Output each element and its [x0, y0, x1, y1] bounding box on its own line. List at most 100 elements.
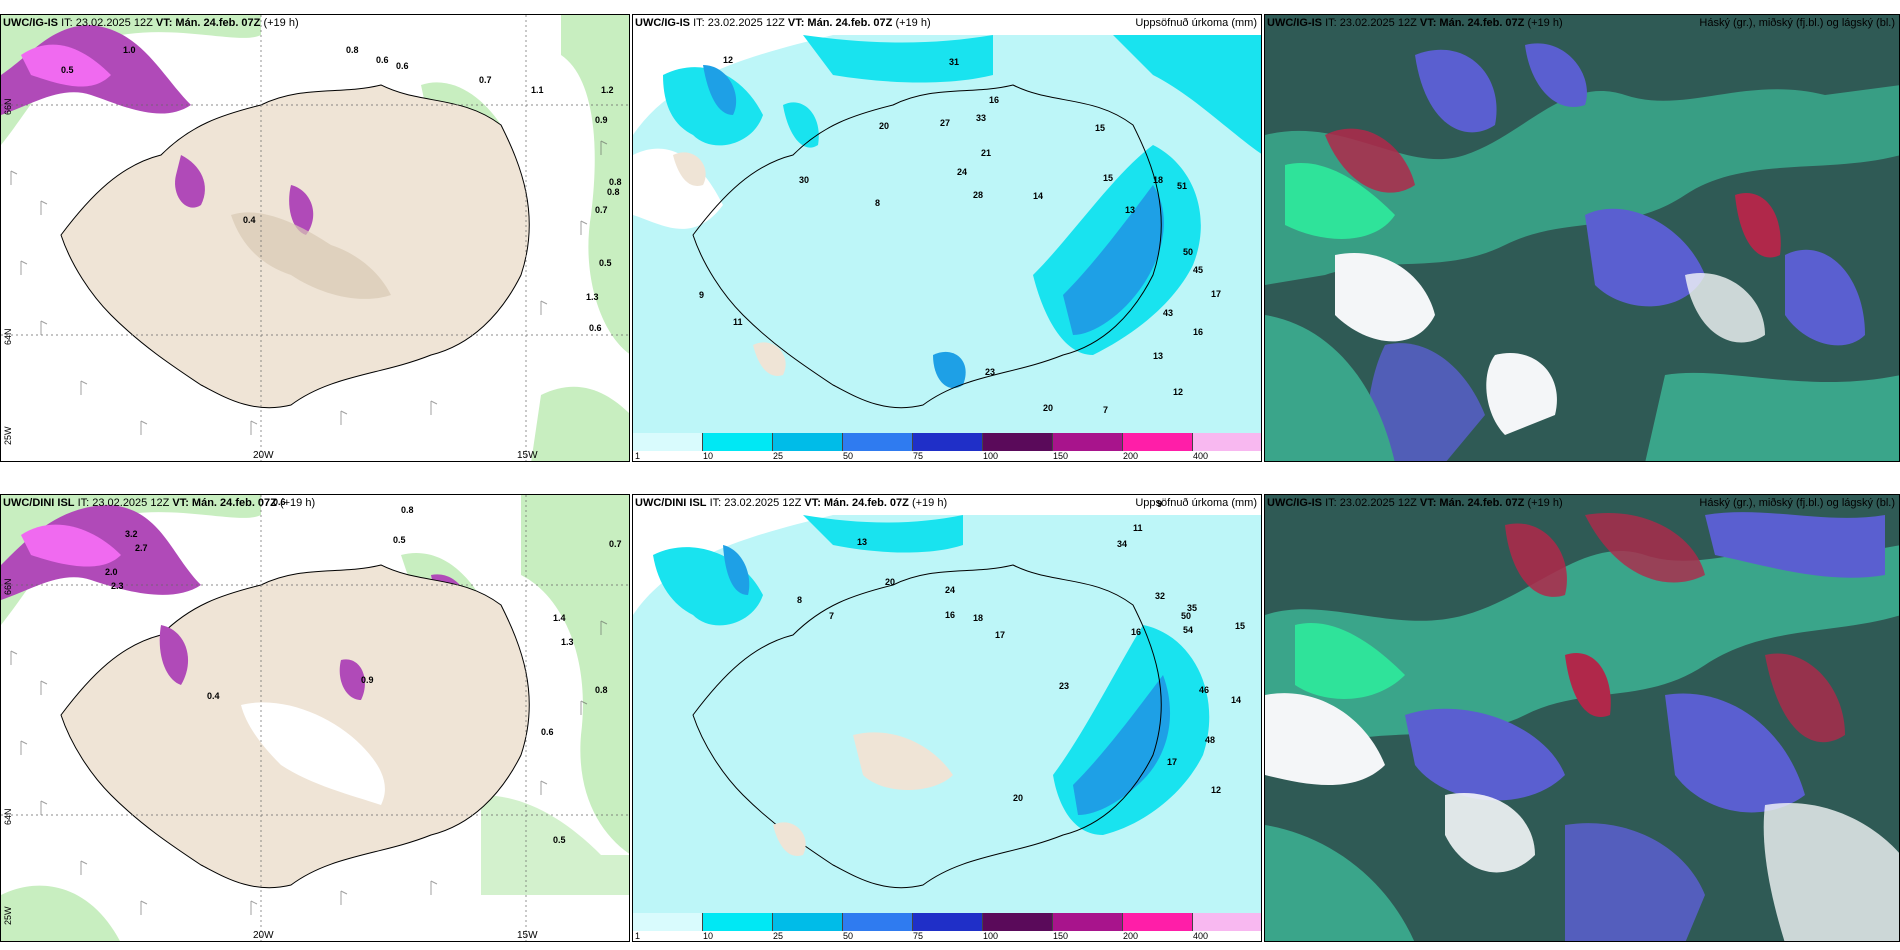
map-bottom-left	[1, 495, 629, 941]
init-time: IT: 23.02.2025 12Z	[709, 497, 802, 509]
lon-label-25w: 25W	[3, 426, 13, 445]
value-label: 16	[945, 610, 956, 620]
map-top-right	[1265, 15, 1899, 461]
panel-header: UWC/IG-IS IT: 23.02.2025 12Z VT: Mán. 24…	[1267, 17, 1563, 29]
init-time: IT: 23.02.2025 12Z	[693, 17, 785, 29]
model-name: UWC/IG-IS	[1267, 497, 1322, 509]
map-top-middle	[633, 15, 1261, 461]
value-label: 0.6	[396, 61, 409, 71]
value-label: 48	[1205, 735, 1216, 745]
lat-label-64n: 64N	[3, 808, 13, 825]
lead-time: (+19 h)	[1527, 17, 1563, 29]
value-label: 1.3	[561, 637, 574, 647]
legend-swatch	[633, 913, 703, 931]
legend-tick: 75	[913, 451, 924, 461]
value-label: 12	[723, 55, 734, 65]
map-bottom-right	[1265, 495, 1899, 941]
precip-legend: 1 10 25 50 75 100 150 200 400	[633, 433, 1261, 461]
field-title: Uppsöfnuð úrkoma (mm)	[1135, 497, 1257, 509]
legend-tick: 1	[635, 451, 641, 461]
lat-label-64n: 64N	[3, 328, 13, 345]
value-label: 0.6	[273, 497, 286, 507]
valid-time: VT: Mán. 24.feb. 07Z	[172, 497, 277, 509]
legend-swatch	[913, 913, 983, 931]
value-label: 23	[1059, 681, 1070, 691]
value-label: 12	[1211, 785, 1222, 795]
lon-label-20w: 20W	[253, 930, 274, 941]
value-label: 16	[1131, 627, 1142, 637]
legend-tick: 100	[983, 931, 999, 941]
value-label: 50	[1181, 611, 1192, 621]
panel-header: UWC/IG-IS IT: 23.02.2025 12Z VT: Mán. 24…	[3, 17, 299, 29]
panel-bottom-middle: UWC/DINI ISL IT: 23.02.2025 12Z VT: Mán.…	[632, 494, 1262, 942]
value-label: 0.6	[376, 55, 389, 65]
value-label: 15	[1235, 621, 1246, 631]
legend-swatch	[703, 913, 773, 931]
value-label: 16	[989, 95, 1000, 105]
value-label: 0.8	[607, 187, 620, 197]
value-label: 0.9	[361, 675, 374, 685]
value-label: 14	[1033, 191, 1044, 201]
value-label: 13	[1125, 205, 1136, 215]
legend-tick: 1	[635, 931, 641, 941]
value-label: 28	[973, 190, 984, 200]
value-label: 9	[1157, 499, 1163, 509]
value-label: 9	[699, 290, 705, 300]
value-label: 18	[973, 613, 984, 623]
legend-swatch	[703, 433, 773, 451]
lead-time: (+19 h)	[263, 17, 299, 29]
value-label: 27	[940, 118, 951, 128]
panel-top-middle: UWC/IG-IS IT: 23.02.2025 12Z VT: Mán. 24…	[632, 14, 1262, 462]
value-label: 0.9	[595, 115, 608, 125]
valid-time: VT: Mán. 24.feb. 07Z	[155, 17, 261, 29]
field-title: Háský (gr.), miðský (fj.bl.) og lágský (…	[1699, 497, 1895, 509]
legend-tick: 200	[1123, 931, 1139, 941]
value-label: 15	[1095, 123, 1106, 133]
value-label: 43	[1163, 308, 1174, 318]
value-label: 11	[1133, 523, 1143, 533]
map-bottom-middle	[633, 495, 1261, 941]
value-label: 0.8	[401, 505, 414, 515]
value-label: 11	[733, 317, 743, 327]
lead-time: (+19 h)	[279, 497, 316, 509]
value-label: 1.1	[531, 85, 544, 95]
legend-tick: 400	[1193, 451, 1209, 461]
value-label: 0.4	[243, 215, 256, 225]
value-label: 15	[1103, 173, 1114, 183]
legend-swatch	[773, 913, 843, 931]
legend-tick: 75	[913, 931, 924, 941]
init-time: IT: 23.02.2025 12Z	[61, 17, 153, 29]
value-label: 0.7	[479, 75, 492, 85]
legend-swatch	[1053, 433, 1123, 451]
legend-swatch	[1053, 913, 1123, 931]
legend-swatch	[1123, 433, 1193, 451]
panel-top-right: UWC/IG-IS IT: 23.02.2025 12Z VT: Mán. 24…	[1264, 14, 1900, 462]
model-name: UWC/DINI ISL	[3, 497, 75, 509]
legend-tick: 150	[1053, 451, 1069, 461]
value-label: 12	[1173, 387, 1184, 397]
value-label: 0.7	[609, 539, 622, 549]
value-label: 18	[1153, 175, 1164, 185]
value-label: 1.3	[586, 292, 599, 302]
value-label: 24	[945, 585, 956, 595]
value-label: 13	[1153, 351, 1164, 361]
value-label: 51	[1177, 181, 1188, 191]
legend-swatch	[773, 433, 843, 451]
value-label: 8	[875, 198, 881, 208]
value-label: 20	[1043, 403, 1054, 413]
value-label: 0.5	[393, 535, 406, 545]
value-label: 1.0	[123, 45, 136, 55]
value-label: 17	[995, 630, 1006, 640]
value-label: 7	[1103, 405, 1109, 415]
legend-tick: 25	[773, 451, 784, 461]
value-label: 54	[1183, 625, 1194, 635]
value-label: 33	[976, 113, 987, 123]
value-label: 8	[797, 595, 803, 605]
value-label: 1.4	[553, 613, 566, 623]
legend-tick: 50	[843, 931, 854, 941]
lon-label-15w: 15W	[517, 930, 538, 941]
value-label: 2.3	[111, 581, 124, 591]
value-label: 0.8	[595, 685, 608, 695]
panel-header: UWC/IG-IS IT: 23.02.2025 12Z VT: Mán. 24…	[1267, 497, 1563, 509]
value-label: 20	[879, 121, 890, 131]
